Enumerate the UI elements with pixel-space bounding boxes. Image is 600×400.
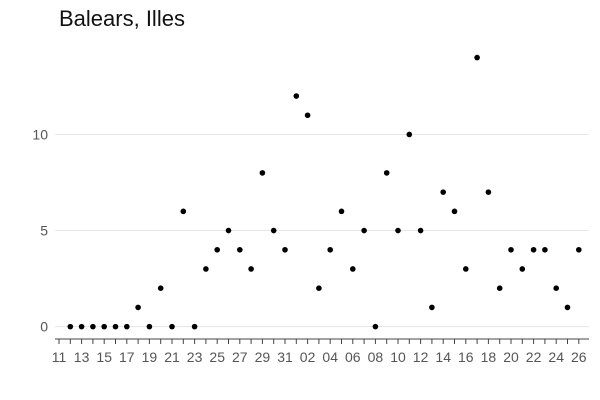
x-tick-label: 11: [52, 349, 67, 365]
data-point: [135, 304, 141, 311]
x-tick-label: 04: [322, 349, 338, 365]
data-point: [440, 189, 447, 195]
data-point: [203, 266, 209, 272]
data-point: [395, 227, 401, 234]
data-point: [496, 285, 503, 291]
x-tick-label: 17: [119, 349, 135, 365]
data-point: [191, 323, 198, 330]
data-point: [169, 323, 175, 330]
data-point: [157, 285, 164, 291]
data-point: [90, 323, 96, 330]
data-point: [259, 170, 266, 176]
y-tick-label-10: 10: [32, 126, 48, 142]
x-tick-label: 23: [187, 349, 203, 365]
data-point: [225, 227, 232, 234]
data-point: [451, 208, 458, 215]
data-point: [519, 266, 526, 272]
data-point: [270, 227, 277, 234]
x-tick-label: 13: [74, 349, 90, 365]
data-point: [564, 304, 571, 311]
data-point: [350, 266, 356, 272]
x-tick-label: 22: [526, 349, 542, 365]
data-point: [304, 112, 311, 119]
data-point: [293, 93, 300, 99]
y-tick-label-0: 0: [40, 319, 48, 335]
data-point: [338, 208, 345, 215]
data-point: [146, 323, 153, 330]
data-point: [417, 227, 424, 234]
data-point: [124, 323, 130, 330]
y-axis: 0 5 10: [32, 126, 48, 334]
data-point: [383, 170, 390, 176]
x-tick-label: 02: [300, 349, 316, 365]
x-tick-label: 31: [277, 349, 293, 365]
data-point: [67, 323, 74, 330]
x-tick-label: 12: [413, 349, 429, 365]
x-tick-label: 10: [390, 349, 406, 365]
data-point: [78, 323, 85, 330]
x-tick-label: 08: [368, 349, 384, 365]
x-axis: 11 13 15 17 19 21 23 25 27 29 31 02 04 06 08 10 12 14 16 18…: [52, 339, 587, 365]
x-tick-label: 26: [571, 349, 587, 365]
data-point: [474, 54, 480, 61]
data-point: [361, 227, 367, 234]
data-point: [485, 189, 492, 195]
x-tick-label: 25: [209, 349, 225, 365]
y-tick-label-5: 5: [40, 223, 48, 239]
x-tick-label: 24: [548, 349, 564, 365]
data-point: [180, 208, 187, 215]
data-point: [112, 323, 119, 330]
data-point: [542, 246, 548, 253]
data-point: [576, 246, 582, 253]
data-point: [530, 246, 537, 253]
data-point: [101, 323, 107, 330]
x-tick-label: 15: [96, 349, 112, 365]
x-tick-label: 18: [481, 349, 497, 365]
gridlines: [55, 133, 589, 328]
x-tick-label: 16: [458, 349, 474, 365]
series-points: [67, 54, 582, 330]
data-point: [553, 285, 559, 291]
x-tick-label: 19: [142, 349, 158, 365]
data-point: [282, 246, 288, 253]
data-point: [316, 285, 322, 291]
x-tick-label: 21: [164, 349, 180, 365]
x-tick-label: 06: [345, 349, 361, 365]
data-point: [429, 304, 435, 311]
x-tick-label: 27: [232, 349, 248, 365]
data-point: [237, 246, 243, 253]
data-point: [214, 246, 220, 253]
data-point: [372, 323, 379, 330]
data-point: [248, 266, 254, 272]
data-point: [406, 131, 413, 138]
x-tick-label: 20: [503, 349, 519, 365]
x-tick-label: 29: [255, 349, 271, 365]
data-point: [327, 246, 334, 253]
x-tick-label: 14: [435, 349, 451, 365]
chart-title: Balears, Illes: [59, 6, 185, 31]
data-point: [463, 266, 469, 272]
data-point: [508, 246, 514, 253]
